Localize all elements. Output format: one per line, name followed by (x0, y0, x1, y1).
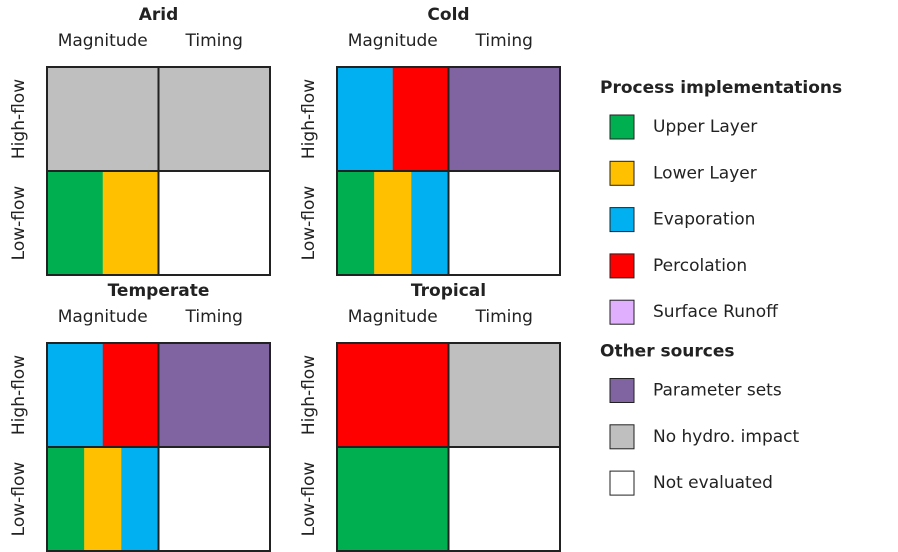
cell-segment (47, 171, 104, 275)
cell-segment (337, 171, 375, 275)
column-label: Magnitude (58, 31, 148, 51)
legend-swatch (609, 378, 635, 403)
legend-label: Percolation (653, 256, 747, 276)
cell-segment (158, 67, 271, 171)
cell-segment (158, 447, 271, 551)
cell-segment (121, 447, 159, 551)
legend-label: No hydro. impact (653, 427, 800, 447)
legend-swatch (609, 114, 635, 140)
legend-label: Not evaluated (653, 473, 773, 493)
cell-segment (448, 447, 561, 551)
legend-heading: Process implementations (600, 78, 842, 98)
legend-label: Upper Layer (653, 117, 757, 137)
row-label: High-flow (9, 355, 29, 435)
row-label: High-flow (9, 79, 29, 159)
column-label: Timing (185, 31, 243, 51)
row-label: High-flow (299, 79, 319, 159)
row-label: Low-flow (9, 186, 29, 261)
column-label: Magnitude (348, 307, 438, 327)
legend-label: Evaporation (653, 210, 755, 230)
legend-heading: Other sources (600, 342, 735, 362)
row-label: Low-flow (9, 462, 29, 537)
legend-swatch (609, 253, 635, 279)
cell-segment (448, 67, 561, 171)
row-label: High-flow (299, 355, 319, 435)
legend-swatch (609, 160, 635, 186)
cell-segment (158, 171, 271, 275)
legend-swatch (609, 424, 635, 450)
column-label: Timing (475, 31, 533, 51)
row-label: Low-flow (299, 186, 319, 261)
panel-title: Arid (139, 5, 179, 25)
panel-title: Temperate (108, 281, 210, 301)
legend-swatch (609, 207, 635, 233)
cell-segment (337, 343, 449, 447)
legend-swatch (609, 470, 635, 496)
legend-label: Parameter sets (653, 381, 782, 401)
cell-segment (337, 447, 449, 551)
legend-label: Surface Runoff (653, 302, 779, 322)
cell-segment (102, 171, 159, 275)
cell-segment (158, 343, 271, 447)
cell-segment (448, 343, 561, 447)
row-label: Low-flow (299, 462, 319, 537)
cell-segment (47, 447, 85, 551)
cell-segment (47, 67, 159, 171)
cell-segment (47, 343, 104, 447)
cell-segment (374, 171, 412, 275)
column-label: Magnitude (58, 307, 148, 327)
cell-segment (392, 67, 449, 171)
panel-title: Tropical (411, 281, 486, 301)
cell-segment (102, 343, 159, 447)
legend-swatch (609, 299, 635, 325)
cell-segment (337, 67, 394, 171)
cell-segment (84, 447, 122, 551)
column-label: Magnitude (348, 31, 438, 51)
legend-label: Lower Layer (653, 163, 757, 183)
cell-segment (411, 171, 449, 275)
column-label: Timing (185, 307, 243, 327)
column-label: Timing (475, 307, 533, 327)
cell-segment (448, 171, 561, 275)
panel-title: Cold (427, 5, 469, 25)
